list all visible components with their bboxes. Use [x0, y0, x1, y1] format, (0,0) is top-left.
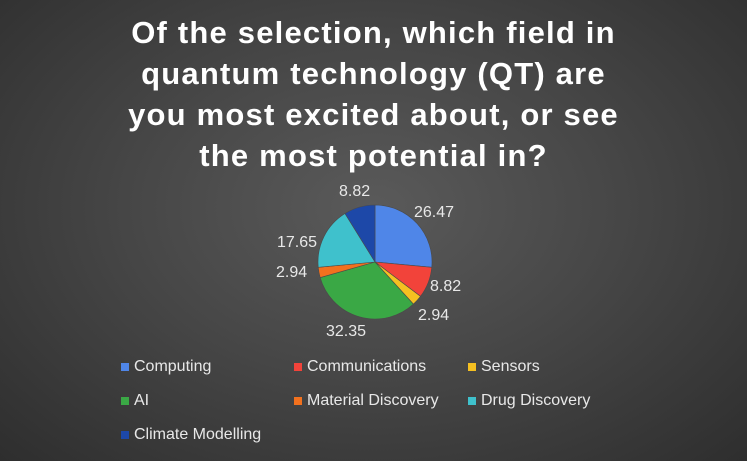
- legend-label-material-discovery: Material Discovery: [307, 392, 439, 409]
- chart-title-line-1: Of the selection, which field in: [131, 15, 616, 50]
- pie-slice-ai: [319, 261, 414, 320]
- legend-label-climate-modelling: Climate Modelling: [134, 426, 262, 443]
- legend-label-drug-discovery: Drug Discovery: [481, 392, 591, 409]
- data-label-material-discovery: 2.94: [276, 264, 307, 281]
- data-label-climate-modelling: 8.82: [339, 183, 370, 200]
- legend-item-ai: AI: [121, 392, 149, 410]
- legend-label-computing: Computing: [134, 358, 212, 375]
- legend-item-material-discovery: Material Discovery: [294, 392, 439, 410]
- legend-swatch-material-discovery: [294, 397, 302, 405]
- legend-item-climate-modelling: Climate Modelling: [121, 426, 261, 444]
- chart-title: Of the selection, which field in quantum…: [0, 12, 747, 176]
- legend-swatch-climate-modelling: [121, 431, 129, 439]
- legend-label-communications: Communications: [307, 358, 427, 375]
- pie-slice-climate-modelling: [344, 204, 376, 264]
- legend-swatch-drug-discovery: [468, 397, 476, 405]
- chart-title-line-2: quantum technology (QT) are: [141, 56, 606, 91]
- data-label-sensors: 2.94: [418, 307, 449, 324]
- legend-swatch-computing: [121, 363, 129, 371]
- data-label-communications: 8.82: [430, 278, 461, 295]
- legend-swatch-communications: [294, 363, 302, 371]
- legend-swatch-ai: [121, 397, 129, 405]
- data-label-ai: 32.35: [326, 323, 366, 340]
- data-label-computing: 26.47: [414, 204, 454, 221]
- chart-title-line-3: you most excited about, or see: [128, 97, 619, 132]
- legend-item-computing: Computing: [121, 358, 211, 376]
- legend-label-sensors: Sensors: [481, 358, 540, 375]
- legend-swatch-sensors: [468, 363, 476, 371]
- data-label-drug-discovery: 17.65: [277, 234, 317, 251]
- legend-item-sensors: Sensors: [468, 358, 540, 376]
- legend-label-ai: AI: [134, 392, 150, 409]
- pie-slice-drug-discovery: [317, 213, 376, 268]
- chart-title-line-4: the most potential in?: [199, 138, 548, 173]
- pie-slice-computing: [374, 204, 433, 268]
- legend-item-drug-discovery: Drug Discovery: [468, 392, 590, 410]
- legend-item-communications: Communications: [294, 358, 426, 376]
